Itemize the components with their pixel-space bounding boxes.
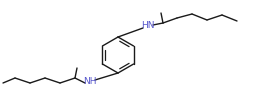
Text: NH: NH — [83, 77, 96, 86]
Text: HN: HN — [141, 22, 154, 31]
